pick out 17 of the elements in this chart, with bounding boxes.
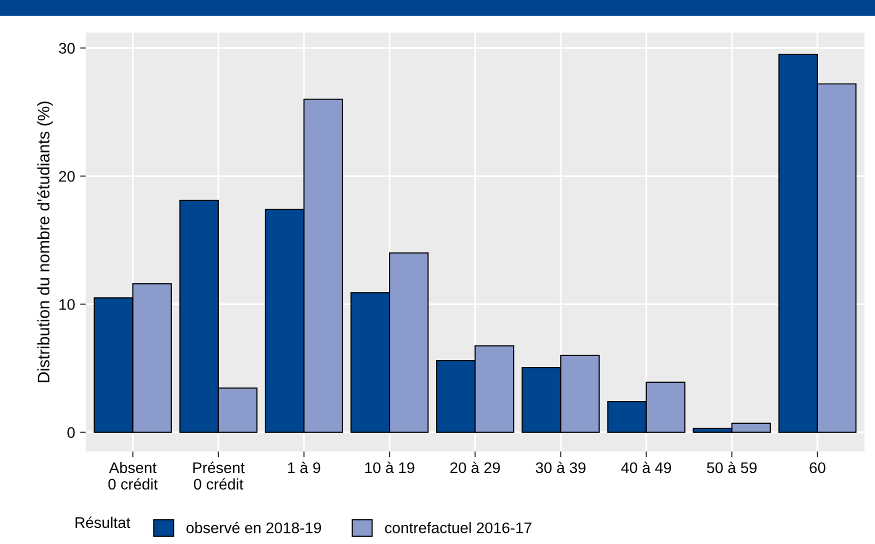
x-tick-label: 20 à 29	[450, 462, 500, 474]
x-tick-label: 50 à 59	[706, 462, 757, 474]
x-tick-label: Présent 0 crédit	[193, 462, 245, 490]
legend-label: contrefactuel 2016-17	[385, 522, 532, 534]
y-tick-label: 10	[60, 299, 75, 310]
legend-label: observé en 2018-19	[186, 522, 322, 534]
x-tick-label: Absent 0 crédit	[108, 462, 158, 490]
y-tick-label: 30	[58, 42, 75, 54]
legend-title: Résultat	[76, 516, 130, 528]
x-tick-label: 10 à 19	[365, 462, 414, 474]
x-tick-label: 40 à 49	[621, 462, 672, 474]
x-tick-label: 30 à 39	[536, 462, 586, 474]
y-tick-label: 0	[67, 427, 75, 438]
x-tick-label: 1 à 9	[288, 462, 320, 474]
x-tick-label: 60	[810, 462, 826, 474]
y-axis-title: Distribution du nombre d'étudiants (%)	[37, 102, 53, 382]
y-tick-label: 20	[59, 170, 75, 182]
